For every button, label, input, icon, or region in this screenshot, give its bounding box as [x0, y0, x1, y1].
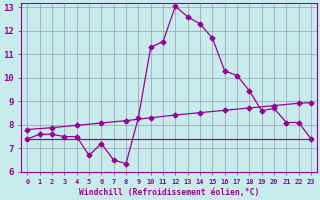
X-axis label: Windchill (Refroidissement éolien,°C): Windchill (Refroidissement éolien,°C)	[79, 188, 260, 197]
